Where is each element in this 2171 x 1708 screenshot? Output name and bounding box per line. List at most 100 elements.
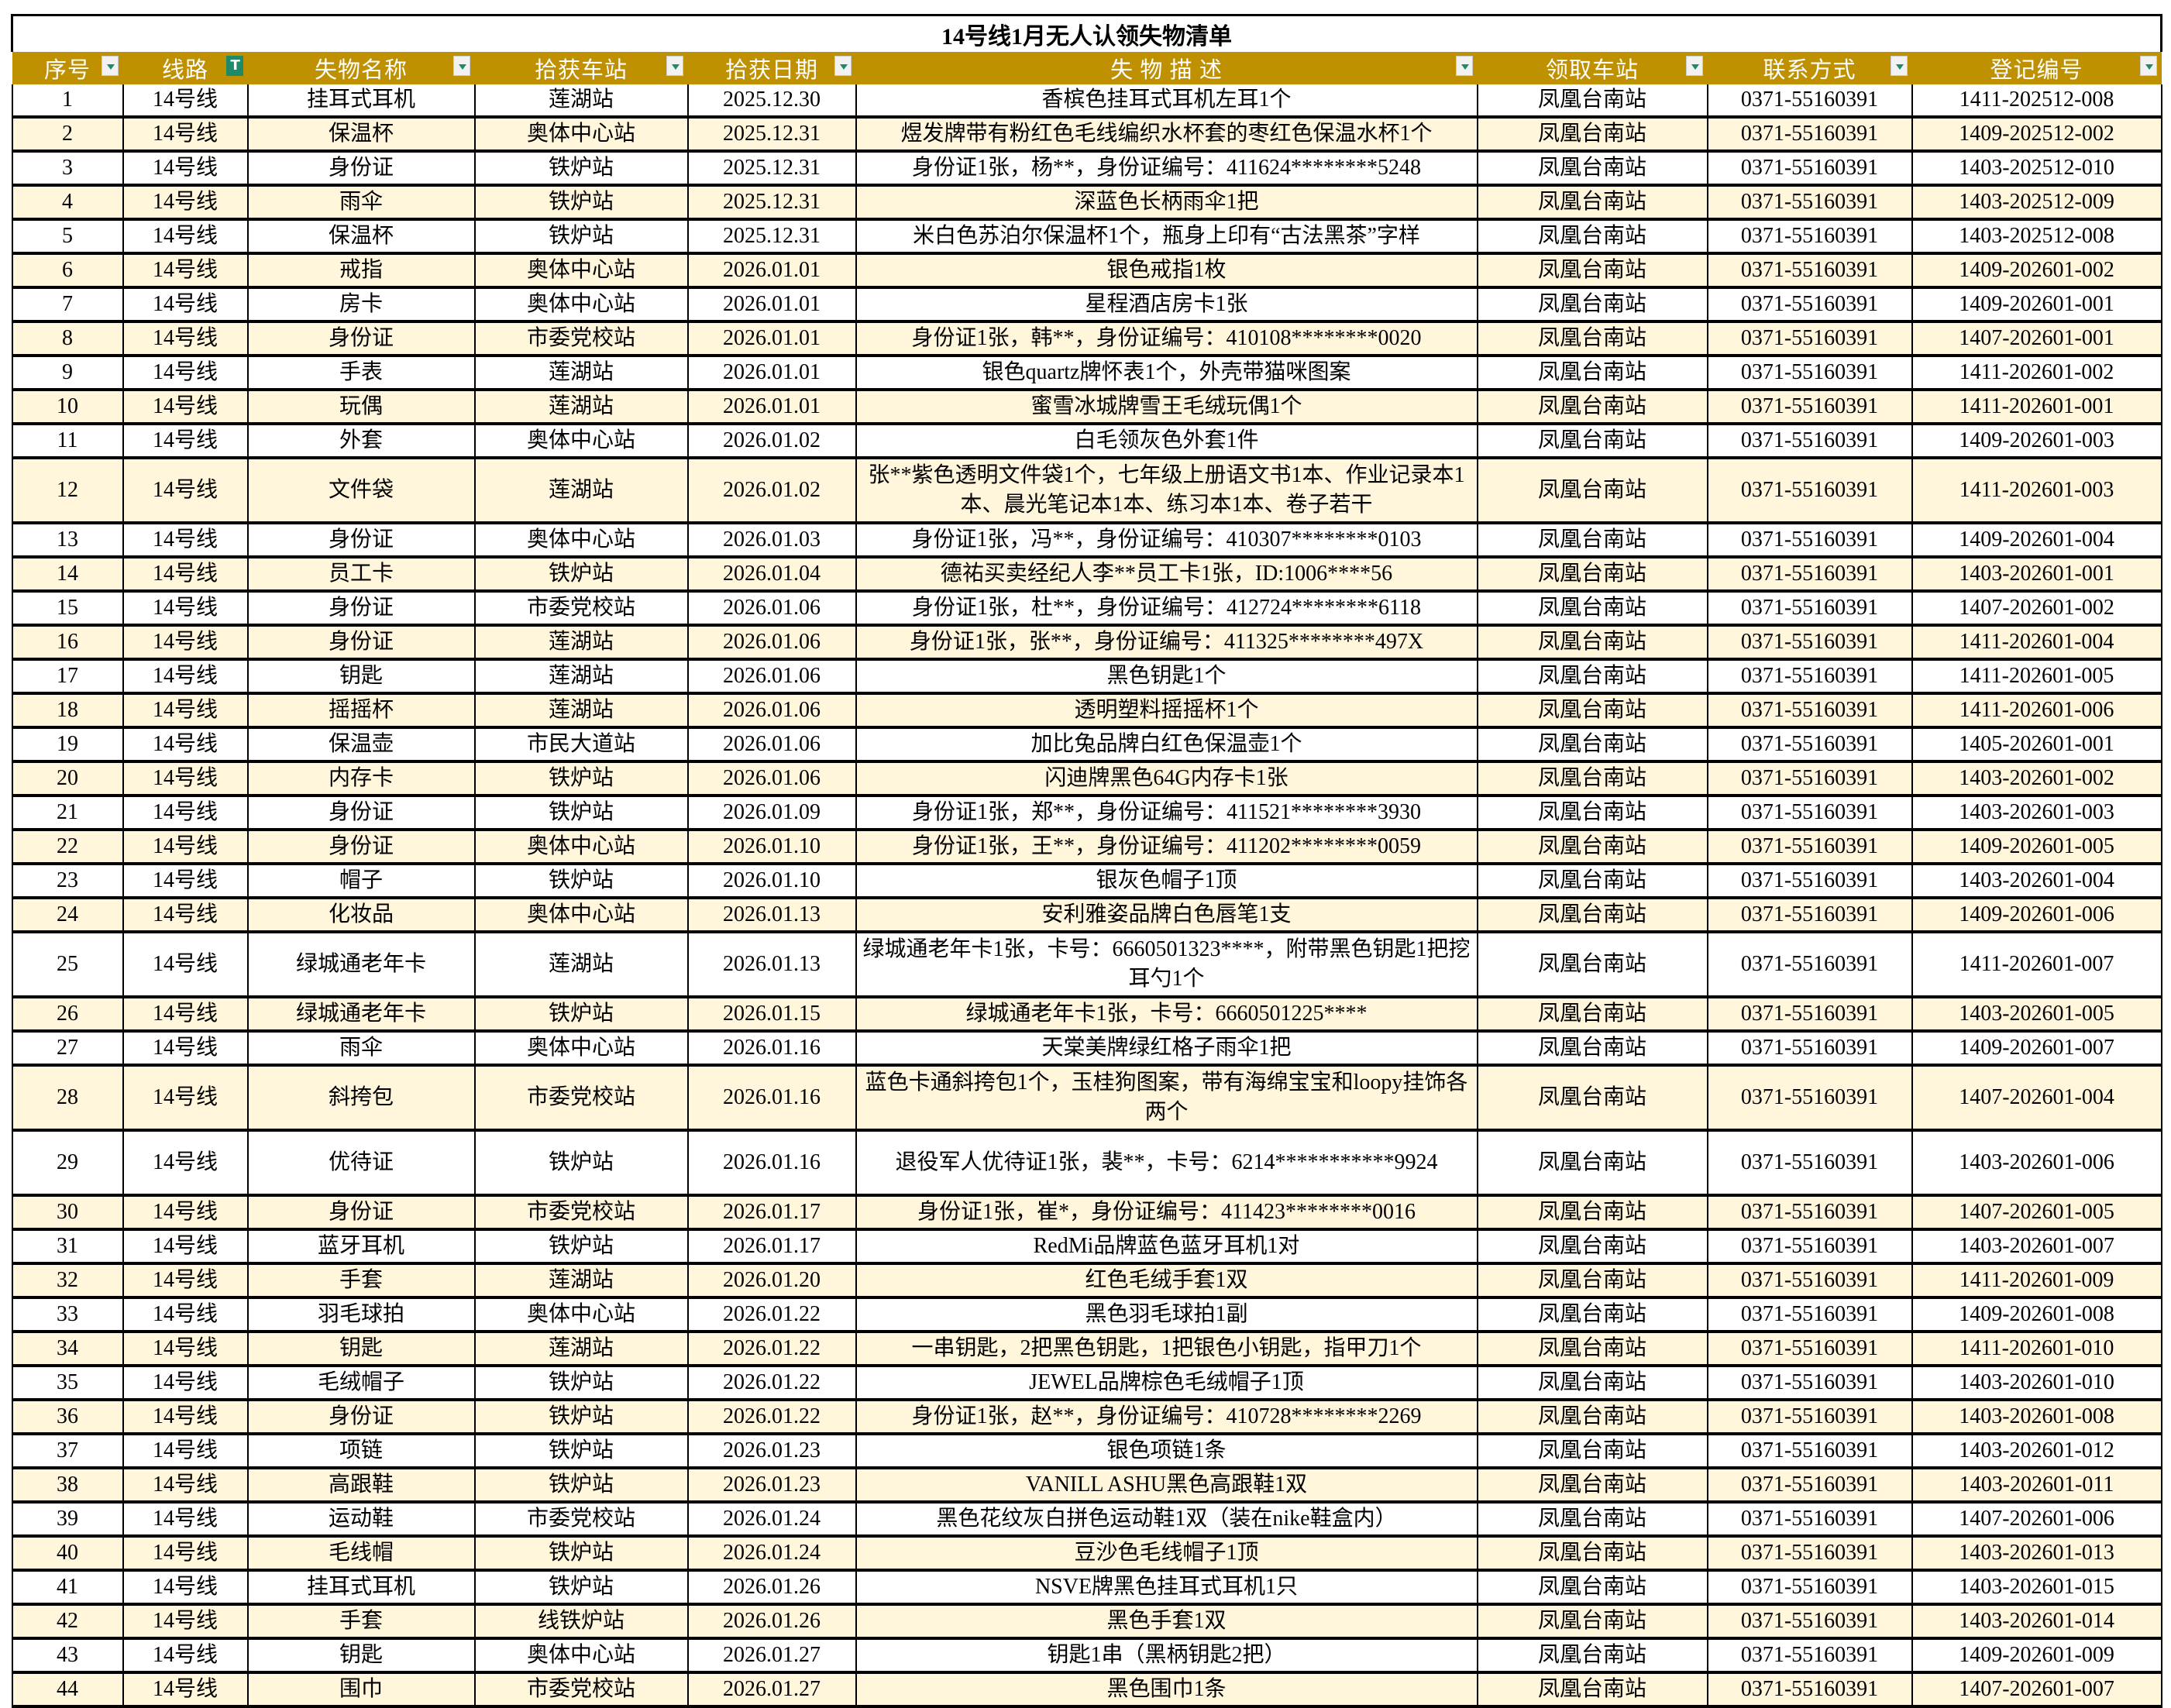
cell-item-name[interactable]: 身份证 [246,796,476,831]
cell-contact[interactable]: 0371-55160391 [1706,1065,1913,1132]
cell-seq[interactable]: 2 [11,117,124,153]
cell-seq[interactable]: 23 [11,864,124,899]
cell-reg-no[interactable]: 1403-202512-008 [1911,219,2162,255]
cell-found-station[interactable]: 铁炉站 [473,151,689,187]
cell-found-station[interactable]: 奥体中心站 [473,1297,689,1333]
cell-contact[interactable]: 0371-55160391 [1706,1468,1913,1504]
cell-item-name[interactable]: 身份证 [246,625,476,661]
cell-reg-no[interactable]: 1411-202601-009 [1911,1263,2162,1299]
cell-line[interactable]: 14号线 [122,1263,249,1299]
cell-pickup-station[interactable]: 凤凰台南站 [1476,932,1708,998]
cell-found-date[interactable]: 2026.01.01 [686,356,857,391]
column-header-found-date[interactable]: 拾获日期 [687,52,856,84]
cell-pickup-station[interactable]: 凤凰台南站 [1476,1366,1708,1401]
cell-found-station[interactable]: 铁炉站 [473,219,689,255]
cell-seq[interactable]: 24 [11,898,124,933]
cell-contact[interactable]: 0371-55160391 [1706,321,1913,357]
cell-contact[interactable]: 0371-55160391 [1706,523,1913,558]
cell-found-date[interactable]: 2026.01.27 [686,1638,857,1674]
cell-found-station[interactable]: 线铁炉站 [473,1604,689,1640]
cell-contact[interactable]: 0371-55160391 [1706,424,1913,459]
cell-line[interactable]: 14号线 [122,356,249,391]
cell-reg-no[interactable]: 1411-202601-001 [1911,390,2162,425]
cell-seq[interactable]: 10 [11,390,124,425]
cell-reg-no[interactable]: 1403-202601-006 [1911,1130,2162,1197]
cell-found-station[interactable]: 铁炉站 [473,1229,689,1265]
cell-item-name[interactable]: 文件袋 [246,458,476,524]
cell-pickup-station[interactable]: 凤凰台南站 [1476,1434,1708,1469]
cell-found-date[interactable]: 2026.01.24 [686,1502,857,1538]
cell-line[interactable]: 14号线 [122,458,249,524]
cell-reg-no[interactable]: 1403-202601-002 [1911,761,2162,797]
cell-found-date[interactable]: 2026.01.23 [686,1434,857,1469]
cell-found-station[interactable]: 奥体中心站 [473,898,689,933]
cell-pickup-station[interactable]: 凤凰台南站 [1476,1570,1708,1606]
cell-pickup-station[interactable]: 凤凰台南站 [1476,761,1708,797]
cell-item-name[interactable]: 优待证 [246,1130,476,1197]
cell-line[interactable]: 14号线 [122,1400,249,1435]
cell-found-station[interactable]: 铁炉站 [473,997,689,1033]
cell-found-date[interactable]: 2026.01.06 [686,761,857,797]
cell-seq[interactable]: 27 [11,1031,124,1067]
cell-pickup-station[interactable]: 凤凰台南站 [1476,557,1708,593]
cell-seq[interactable]: 28 [11,1065,124,1132]
cell-pickup-station[interactable]: 凤凰台南站 [1476,1502,1708,1538]
cell-pickup-station[interactable]: 凤凰台南站 [1476,84,1708,119]
cell-reg-no[interactable]: 1409-202512-002 [1911,117,2162,153]
cell-found-station[interactable]: 铁炉站 [473,1130,689,1197]
cell-found-date[interactable]: 2025.12.30 [686,84,857,119]
cell-seq[interactable]: 35 [11,1366,124,1401]
cell-pickup-station[interactable]: 凤凰台南站 [1476,1263,1708,1299]
cell-found-station[interactable]: 铁炉站 [473,1366,689,1401]
cell-reg-no[interactable]: 1403-202601-008 [1911,1400,2162,1435]
cell-line[interactable]: 14号线 [122,390,249,425]
cell-pickup-station[interactable]: 凤凰台南站 [1476,1604,1708,1640]
cell-seq[interactable]: 34 [11,1332,124,1367]
cell-description[interactable]: 黑色花纹灰白拼色运动鞋1双（装在nike鞋盒内） [855,1502,1478,1538]
cell-contact[interactable]: 0371-55160391 [1706,864,1913,899]
column-header-found-station[interactable]: 拾获车站 [474,52,688,84]
cell-contact[interactable]: 0371-55160391 [1706,557,1913,593]
cell-seq[interactable]: 17 [11,659,124,695]
cell-description[interactable]: 张**紫色透明文件袋1个，七年级上册语文书1本、作业记录本1本、晨光笔记本1本、… [855,458,1478,524]
cell-found-station[interactable]: 市民大道站 [473,727,689,763]
cell-description[interactable]: 身份证1张，杨**，身份证编号：411624********5248 [855,151,1478,187]
cell-item-name[interactable]: 钥匙 [246,1332,476,1367]
cell-line[interactable]: 14号线 [122,1130,249,1197]
cell-item-name[interactable]: 钥匙 [246,1638,476,1674]
cell-found-date[interactable]: 2026.01.22 [686,1297,857,1333]
cell-found-station[interactable]: 铁炉站 [473,557,689,593]
cell-description[interactable]: 黑色钥匙1个 [855,659,1478,695]
cell-pickup-station[interactable]: 凤凰台南站 [1476,796,1708,831]
cell-item-name[interactable]: 身份证 [246,523,476,558]
cell-reg-no[interactable]: 1407-202601-006 [1911,1502,2162,1538]
cell-line[interactable]: 14号线 [122,84,249,119]
cell-found-date[interactable]: 2026.01.13 [686,898,857,933]
cell-reg-no[interactable]: 1403-202601-014 [1911,1604,2162,1640]
cell-line[interactable]: 14号线 [122,117,249,153]
cell-found-station[interactable]: 奥体中心站 [473,1031,689,1067]
cell-description[interactable]: 天棠美牌绿红格子雨伞1把 [855,1031,1478,1067]
filter-dropdown-icon[interactable] [1890,56,1908,76]
cell-item-name[interactable]: 身份证 [246,151,476,187]
cell-found-date[interactable]: 2026.01.06 [686,625,857,661]
cell-pickup-station[interactable]: 凤凰台南站 [1476,151,1708,187]
cell-found-station[interactable]: 市委党校站 [473,1672,689,1708]
cell-pickup-station[interactable]: 凤凰台南站 [1476,1672,1708,1708]
cell-seq[interactable]: 42 [11,1604,124,1640]
cell-line[interactable]: 14号线 [122,1031,249,1067]
cell-contact[interactable]: 0371-55160391 [1706,1672,1913,1708]
cell-found-station[interactable]: 莲湖站 [473,1332,689,1367]
cell-found-date[interactable]: 2025.12.31 [686,185,857,221]
cell-line[interactable]: 14号线 [122,1332,249,1367]
cell-item-name[interactable]: 毛线帽 [246,1536,476,1572]
filter-active-icon[interactable] [225,56,243,76]
cell-pickup-station[interactable]: 凤凰台南站 [1476,185,1708,221]
cell-item-name[interactable]: 内存卡 [246,761,476,797]
cell-reg-no[interactable]: 1407-202601-002 [1911,591,2162,627]
cell-line[interactable]: 14号线 [122,1672,249,1708]
cell-line[interactable]: 14号线 [122,253,249,289]
cell-line[interactable]: 14号线 [122,830,249,865]
cell-found-date[interactable]: 2026.01.22 [686,1400,857,1435]
cell-contact[interactable]: 0371-55160391 [1706,253,1913,289]
